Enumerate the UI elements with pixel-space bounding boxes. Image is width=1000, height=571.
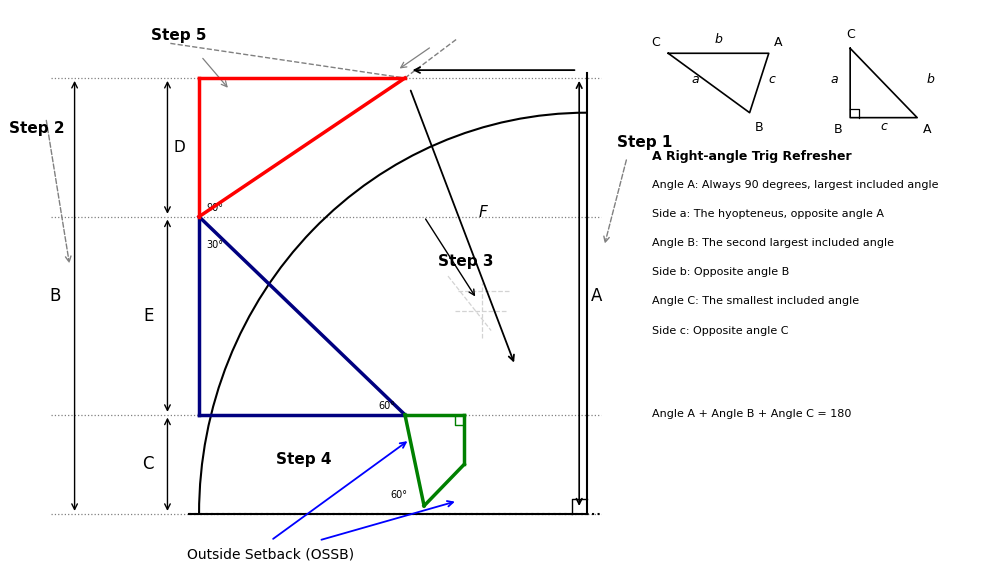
Text: C: C bbox=[143, 455, 154, 473]
Text: Angle B: The second largest included angle: Angle B: The second largest included ang… bbox=[652, 238, 894, 248]
Text: B: B bbox=[50, 287, 61, 305]
Text: Outside Setback (OSSB): Outside Setback (OSSB) bbox=[187, 548, 354, 561]
Text: A Right-angle Trig Refresher: A Right-angle Trig Refresher bbox=[652, 150, 852, 163]
Text: Step 2: Step 2 bbox=[9, 120, 65, 135]
Text: Angle C: The smallest included angle: Angle C: The smallest included angle bbox=[652, 296, 859, 307]
Text: Side a: The hyopteneus, opposite angle A: Side a: The hyopteneus, opposite angle A bbox=[652, 209, 884, 219]
Text: A: A bbox=[923, 123, 931, 135]
Text: 60°: 60° bbox=[391, 490, 408, 500]
Text: 60°: 60° bbox=[378, 401, 395, 411]
Text: c: c bbox=[769, 73, 776, 86]
Text: A: A bbox=[774, 37, 783, 49]
Text: F: F bbox=[479, 204, 488, 220]
Text: C: C bbox=[846, 29, 855, 42]
Text: c: c bbox=[880, 119, 887, 132]
Text: Step 1: Step 1 bbox=[617, 135, 673, 150]
Text: D: D bbox=[173, 140, 185, 155]
Text: A: A bbox=[591, 287, 602, 305]
Text: Angle A: Always 90 degrees, largest included angle: Angle A: Always 90 degrees, largest incl… bbox=[652, 179, 938, 190]
Text: Step 4: Step 4 bbox=[276, 452, 331, 467]
Text: B: B bbox=[755, 120, 764, 134]
Text: 90°: 90° bbox=[207, 203, 224, 213]
Text: b: b bbox=[927, 73, 935, 86]
Text: C: C bbox=[651, 37, 660, 49]
Text: a: a bbox=[692, 73, 699, 86]
Text: E: E bbox=[143, 307, 154, 325]
Text: b: b bbox=[715, 33, 722, 46]
Text: Side c: Opposite angle C: Side c: Opposite angle C bbox=[652, 325, 788, 336]
Text: B: B bbox=[833, 123, 842, 135]
Text: a: a bbox=[830, 73, 838, 86]
Text: Side b: Opposite angle B: Side b: Opposite angle B bbox=[652, 267, 789, 277]
Text: 30°: 30° bbox=[207, 240, 224, 250]
Text: Step 3: Step 3 bbox=[438, 254, 494, 269]
Text: Angle A + Angle B + Angle C = 180: Angle A + Angle B + Angle C = 180 bbox=[652, 409, 851, 419]
Text: Step 5: Step 5 bbox=[151, 29, 207, 43]
